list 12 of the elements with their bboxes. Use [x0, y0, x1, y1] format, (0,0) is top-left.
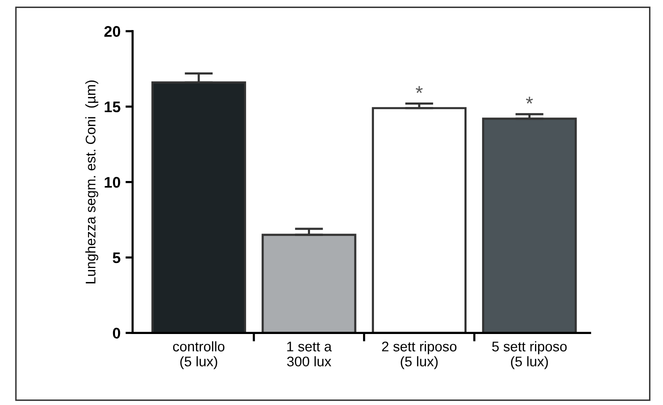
annotation: * — [416, 86, 423, 94]
y-tick-label: 0 — [112, 328, 120, 339]
y-tick-label: 10 — [104, 176, 120, 188]
y-tick-label: 20 — [104, 26, 120, 37]
annotation: * — [526, 96, 533, 104]
y-axis-title: Lunghezza segm. est. Coni (µm) — [85, 80, 98, 284]
x-tick-label: 2 sett riposo (5 lux) — [382, 341, 456, 370]
x-tick-label: 1 sett a 300 lux — [287, 342, 332, 366]
y-tick-label: 5 — [112, 252, 120, 264]
x-tick-label: controllo (5 lux) — [173, 341, 224, 370]
x-tick-label: 5 sett riposo (5 lux) — [492, 341, 567, 370]
y-tick-label: 15 — [104, 102, 120, 112]
